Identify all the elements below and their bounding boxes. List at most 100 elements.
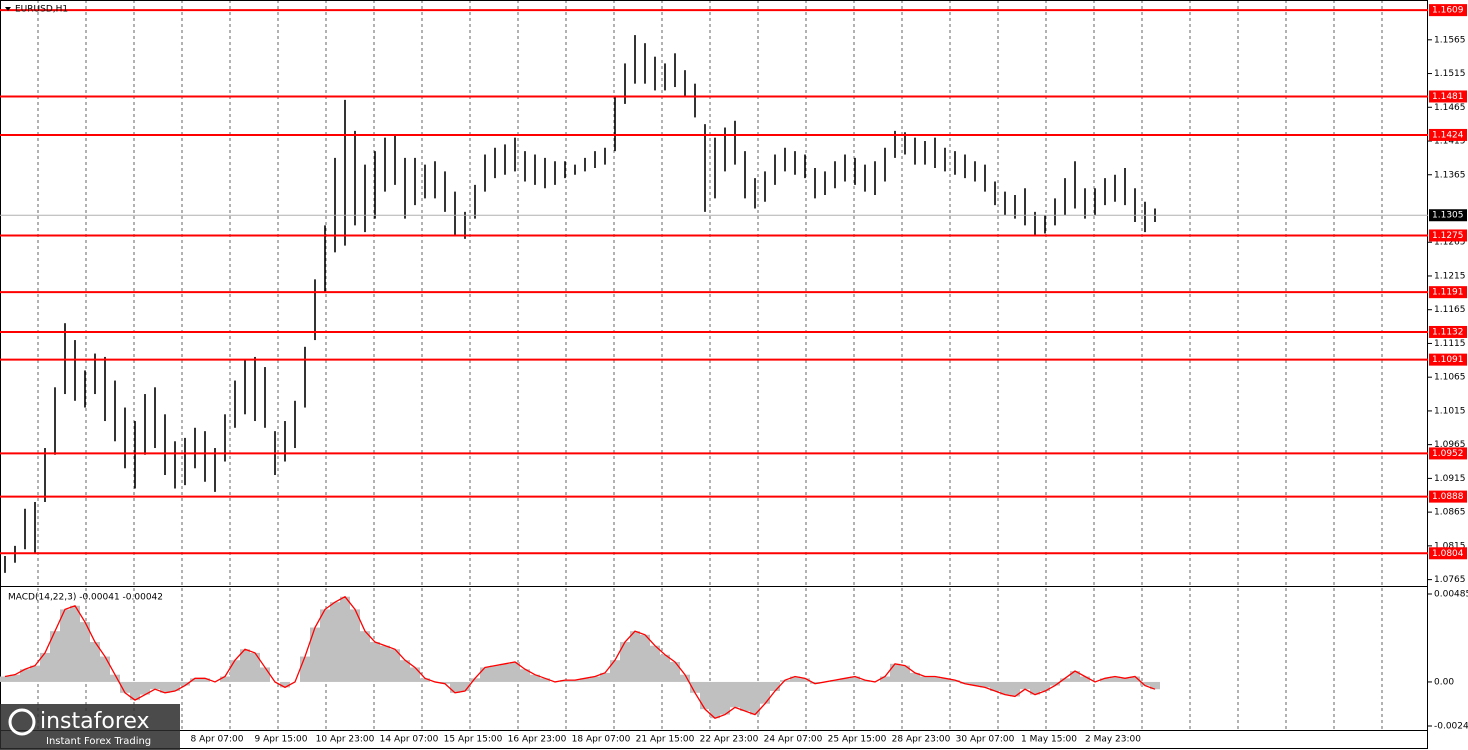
- macd-bar: [260, 667, 270, 682]
- macd-bar: [400, 660, 410, 682]
- watermark-brand: instaforex: [40, 709, 150, 734]
- macd-bar: [40, 652, 50, 682]
- current-price-box: [1429, 209, 1467, 222]
- x-tick-label: 8 Apr 07:00: [191, 735, 244, 745]
- watermark-tagline: Instant Forex Trading: [46, 736, 151, 747]
- macd-bar: [310, 627, 320, 682]
- x-tick-label: 30 Apr 07:00: [956, 735, 1015, 745]
- watermark: instaforex Instant Forex Trading: [0, 704, 180, 750]
- macd-bar: [860, 680, 870, 682]
- macd-bar: [230, 660, 240, 682]
- macd-bar: [930, 676, 940, 682]
- y-tick-label: 1.1215: [1434, 271, 1466, 281]
- time-grid: [37, 0, 1383, 730]
- level-box: [1429, 353, 1467, 366]
- x-tick-label: 24 Apr 07:00: [764, 735, 823, 745]
- macd-bar: [150, 681, 160, 690]
- y-tick-label: 0.00: [1434, 677, 1454, 687]
- macd-bar: [460, 681, 470, 692]
- level-label: 1.1091: [1432, 355, 1464, 365]
- macd-bar: [980, 681, 990, 688]
- title-arrow: [5, 7, 11, 11]
- macd-bar: [1010, 681, 1020, 697]
- macd-bar: [340, 596, 350, 682]
- macd-bar: [1070, 671, 1080, 682]
- macd-bar: [790, 676, 800, 682]
- macd-bar: [130, 681, 140, 701]
- macd-bar: [650, 645, 660, 682]
- level-box: [1429, 490, 1467, 503]
- level-label: 1.1481: [1432, 92, 1464, 102]
- macd-bar: [220, 676, 230, 682]
- y-tick-label: 1.0765: [1434, 575, 1466, 585]
- x-tick-label: 25 Apr 15:00: [828, 735, 887, 745]
- macd-bar: [320, 609, 330, 682]
- watermark-icon: [8, 708, 36, 736]
- y-tick-label: 1.1515: [1434, 69, 1466, 79]
- macd-bar: [1030, 681, 1040, 695]
- macd-bar: [300, 656, 310, 682]
- level-box: [1429, 286, 1467, 299]
- x-tick-label: 21 Apr 15:00: [636, 735, 695, 745]
- macd-bar: [1000, 681, 1010, 695]
- macd-bar: [1120, 678, 1130, 682]
- macd-bar: [190, 678, 200, 682]
- macd-bar: [540, 678, 550, 682]
- level-label: 1.0888: [1432, 492, 1464, 502]
- y-tick-label: -0.00243: [1434, 722, 1468, 732]
- macd-bar: [600, 672, 610, 682]
- macd-bar: [530, 674, 540, 682]
- macd-bar: [250, 652, 260, 682]
- macd-bar: [410, 667, 420, 682]
- macd-bar: [730, 681, 740, 708]
- macd-bar: [800, 678, 810, 682]
- macd-bar: [940, 678, 950, 682]
- macd-bar: [330, 602, 340, 682]
- macd-bar: [1050, 681, 1060, 686]
- level-label: 1.1609: [1432, 6, 1464, 16]
- macd-bar: [470, 678, 480, 682]
- y-tick-label: 1.1115: [1434, 339, 1466, 349]
- macd-bar: [590, 676, 600, 682]
- macd-bar: [440, 681, 450, 684]
- y-tick-label: 1.1465: [1434, 103, 1466, 113]
- level-label: 1.1191: [1432, 288, 1464, 298]
- macd-bar: [80, 622, 90, 682]
- macd-bar: [610, 660, 620, 682]
- macd-bar: [900, 665, 910, 682]
- y-tick-label: 1.1415: [1434, 137, 1466, 147]
- macd-bar: [10, 674, 20, 682]
- macd-bar: [720, 681, 730, 715]
- macd-bar: [770, 681, 780, 692]
- x-tick-label: 14 Apr 07:00: [380, 735, 439, 745]
- macd-bar: [850, 676, 860, 682]
- macd-bar: [180, 681, 190, 686]
- x-tick-label: 22 Apr 23:00: [700, 735, 759, 745]
- y-tick-label: 1.0915: [1434, 474, 1466, 484]
- x-tick-label: 2 May 23:00: [1085, 735, 1141, 745]
- macd-bar: [680, 674, 690, 682]
- macd-bar: [200, 678, 210, 682]
- macd-line: [4, 595, 1156, 719]
- macd-bar: [570, 680, 580, 682]
- macd-bar: [350, 609, 360, 682]
- macd-bar: [1110, 676, 1120, 682]
- macd-bar: [480, 667, 490, 682]
- macd-bar: [1100, 678, 1110, 682]
- y-tick-label: 1.1165: [1434, 305, 1466, 315]
- macd-bar: [20, 669, 30, 682]
- current-price-label: 1.1305: [1432, 211, 1464, 221]
- frame: [0, 0, 1428, 749]
- macd-bar: [910, 672, 920, 682]
- macd-bar: [380, 645, 390, 682]
- y-tick-label: 1.1265: [1434, 238, 1466, 248]
- x-tick-label: 18 Apr 07:00: [572, 735, 631, 745]
- x-tick-label: 28 Apr 23:00: [892, 735, 951, 745]
- macd-bar: [1060, 678, 1070, 682]
- macd-bar: [890, 663, 900, 682]
- macd-bar: [490, 665, 500, 682]
- x-tick-label: 10 Apr 23:00: [316, 735, 375, 745]
- y-tick-label: 1.0865: [1434, 508, 1466, 518]
- x-tick-label: 16 Apr 23:00: [508, 735, 567, 745]
